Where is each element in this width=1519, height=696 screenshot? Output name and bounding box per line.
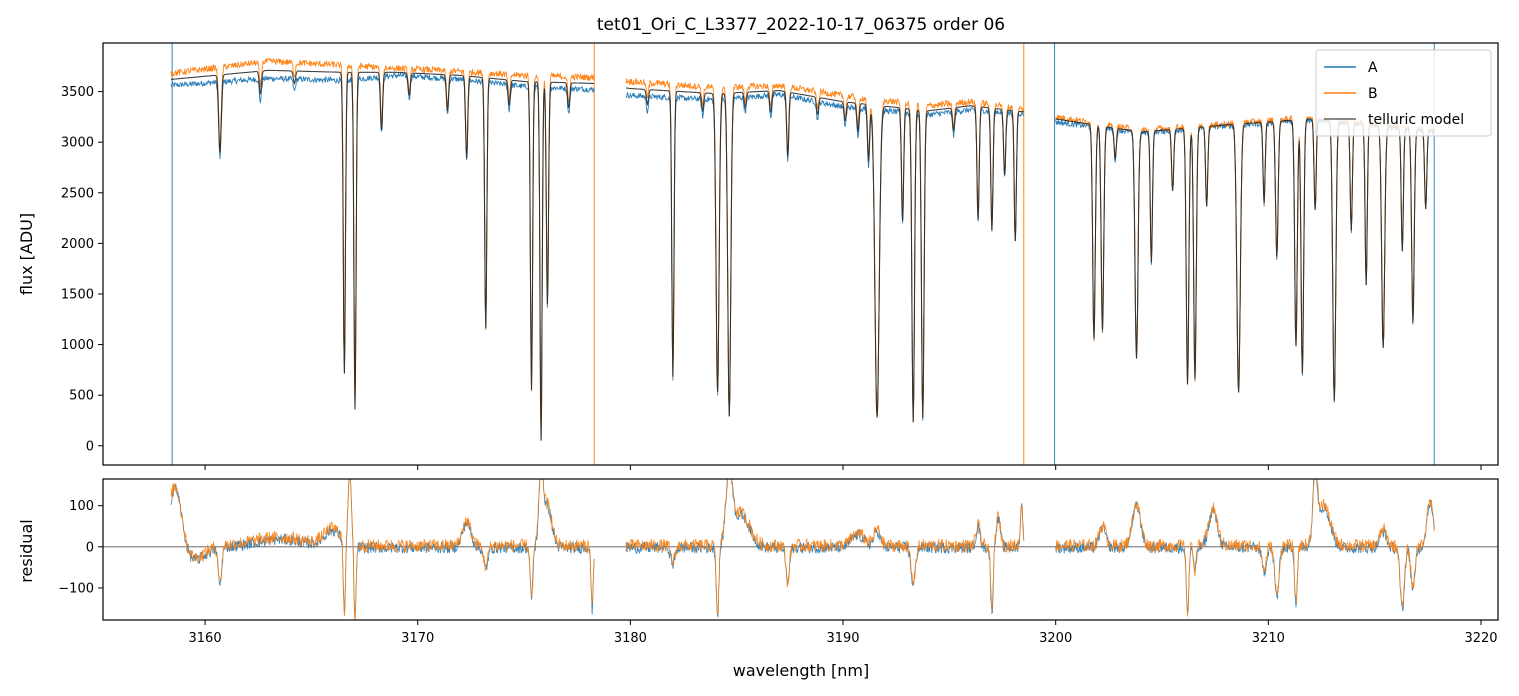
- flux-line-b: [170, 57, 1435, 439]
- flux-y-ticks: 0 500 1000 1500 2000 2500 3000 3500: [61, 85, 103, 454]
- x-axis-label: wavelength [nm]: [733, 661, 870, 680]
- residual-panel: −100 0 100 3160 3170 3180 3190 3200 3210 3220 re…: [17, 478, 1499, 680]
- residual-line-a: [170, 479, 1435, 620]
- x-tick-label: 3160: [189, 631, 222, 646]
- flux-y-tick-label: 500: [69, 389, 94, 404]
- flux-y-tick-label: 2500: [61, 186, 94, 201]
- flux-x-ticks: [204, 465, 1482, 470]
- flux-series: [170, 57, 1435, 441]
- x-tick-label: 3170: [401, 631, 434, 646]
- legend-label-a: A: [1368, 60, 1378, 76]
- flux-y-axis-label: flux [ADU]: [17, 213, 36, 295]
- x-tick-label: 3210: [1252, 631, 1285, 646]
- legend: A B telluric model: [1315, 49, 1492, 137]
- flux-line-telluric-model: [171, 69, 1435, 441]
- residual-plot-frame: [102, 478, 1499, 621]
- chart-title: tet01_Ori_C_L3377_2022-10-17_06375 order…: [597, 15, 1005, 35]
- flux-plot-frame: [102, 42, 1499, 466]
- residual-y-ticks: −100 0 100: [58, 499, 103, 596]
- residual-y-tick-label: −100: [58, 581, 94, 596]
- flux-y-tick-label: 3000: [61, 136, 94, 151]
- flux-y-tick-label: 3500: [61, 85, 94, 100]
- residual-y-axis-label: residual: [17, 519, 36, 582]
- legend-label-b: B: [1368, 86, 1378, 102]
- x-tick-label: 3190: [826, 631, 859, 646]
- flux-y-tick-label: 1000: [61, 338, 94, 353]
- flux-line-a: [170, 71, 1435, 440]
- legend-label-telluric: telluric model: [1368, 112, 1464, 128]
- x-tick-label: 3200: [1039, 631, 1072, 646]
- flux-y-tick-label: 2000: [61, 237, 94, 252]
- residual-y-tick-label: 0: [86, 540, 94, 555]
- flux-y-tick-label: 0: [86, 439, 94, 454]
- residual-series: [170, 479, 1435, 620]
- residual-line-b: [170, 479, 1435, 620]
- residual-y-tick-label: 100: [69, 499, 94, 514]
- x-tick-label: 3180: [614, 631, 647, 646]
- residual-x-ticks: 3160 3170 3180 3190 3200 3210 3220: [189, 620, 1498, 646]
- x-tick-label: 3220: [1464, 631, 1497, 646]
- legend-frame: [1315, 49, 1492, 137]
- flux-spikes: [171, 43, 1435, 465]
- flux-y-tick-label: 1500: [61, 287, 94, 302]
